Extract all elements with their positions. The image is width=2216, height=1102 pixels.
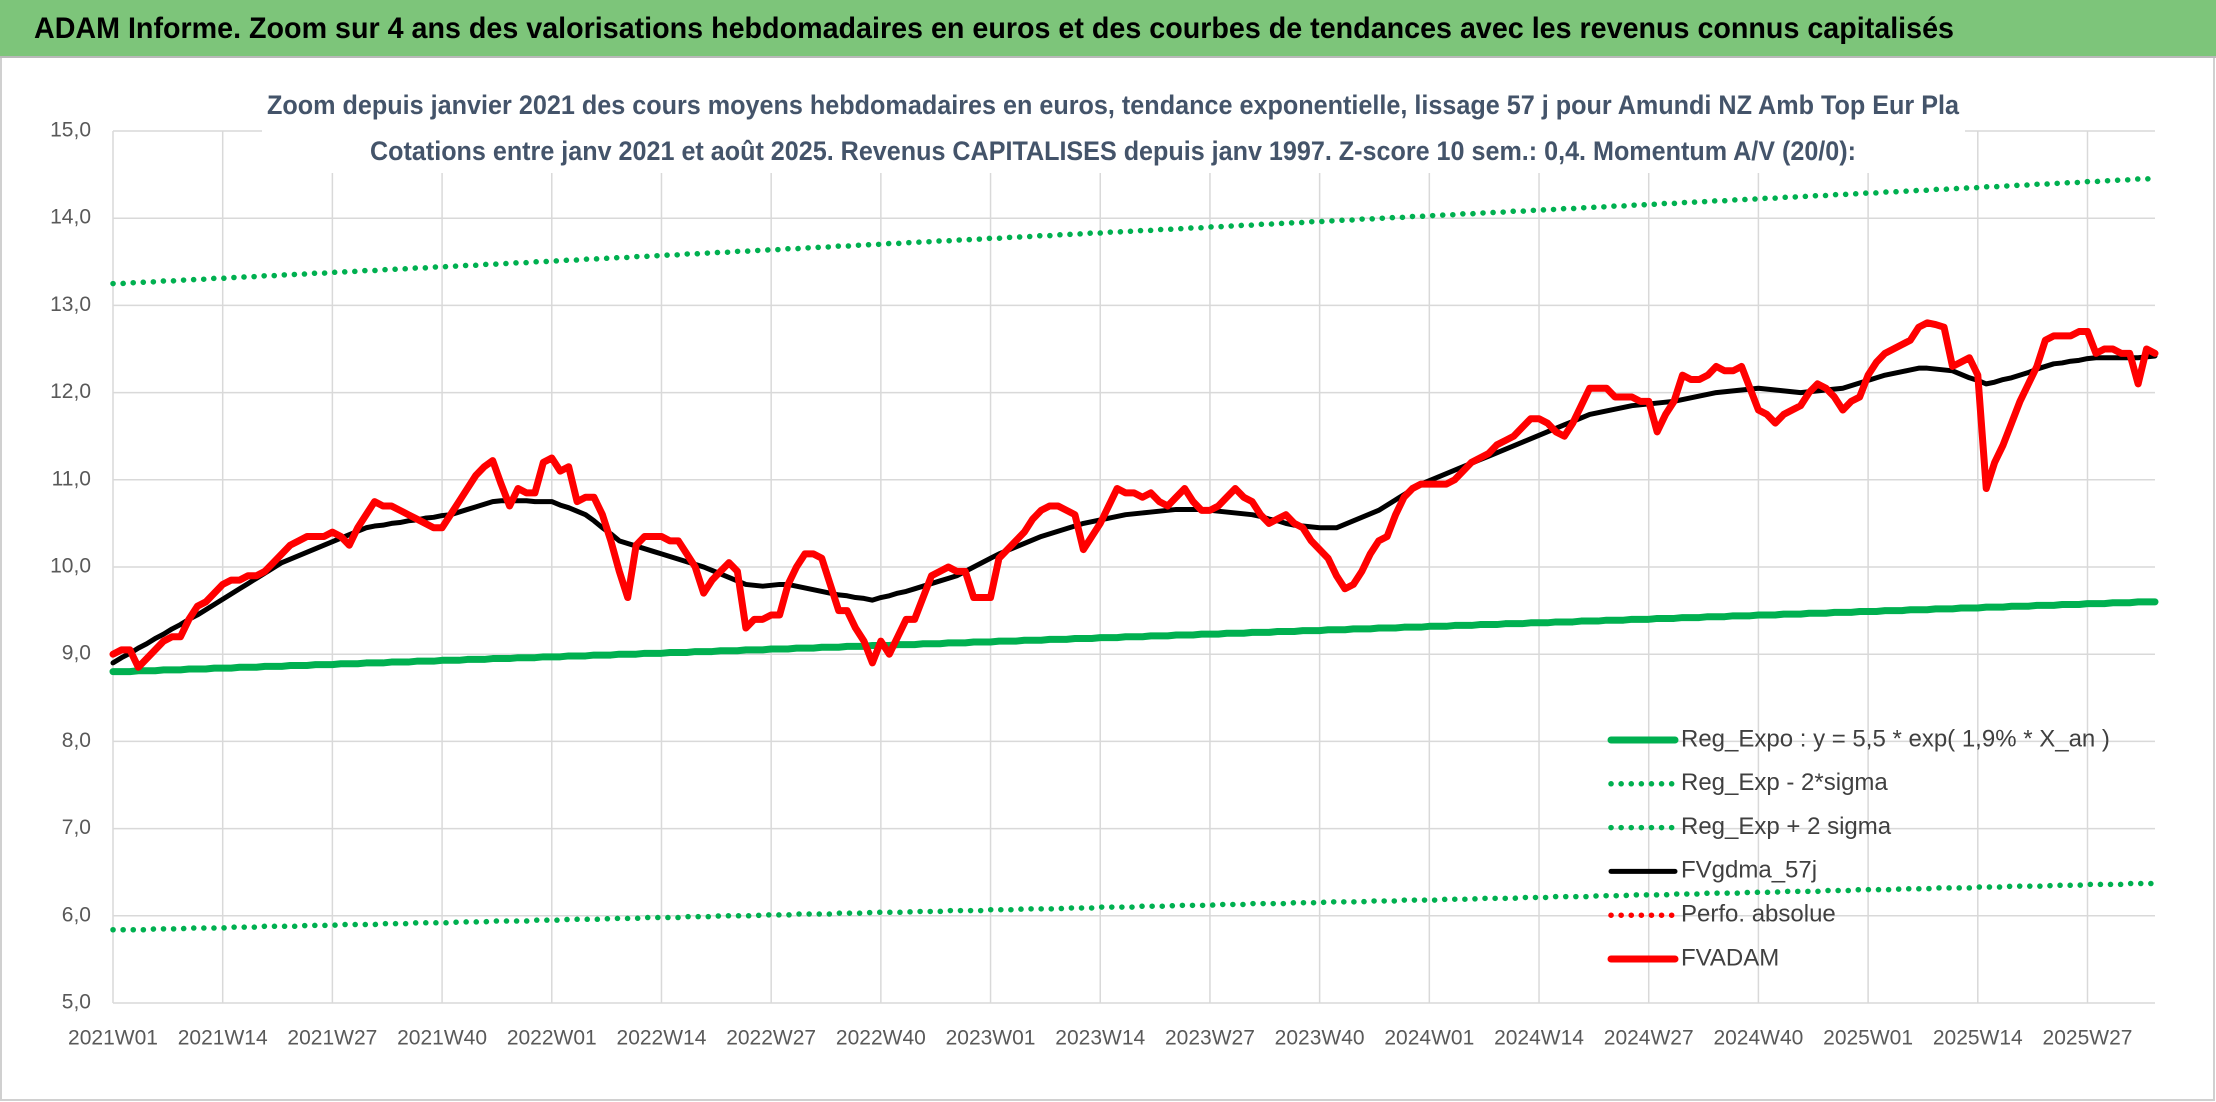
y-tick-label: 14,0: [50, 206, 91, 229]
header-band: [0, 0, 2216, 57]
x-tick-label: 2024W27: [1604, 1027, 1694, 1050]
x-tick-label: 2024W40: [1713, 1027, 1803, 1050]
series-line: [110, 880, 2158, 933]
x-tick-label: 2023W27: [1165, 1027, 1255, 1050]
x-tick-label: 2021W14: [178, 1027, 268, 1050]
x-tick-label: 2023W40: [1275, 1027, 1365, 1050]
y-tick-label: 6,0: [62, 903, 91, 926]
series-line: [109, 598, 2159, 676]
x-tick-label: 2022W14: [617, 1027, 707, 1050]
x-tick-label: 2025W01: [1823, 1027, 1913, 1050]
x-tick-label: 2025W27: [2043, 1027, 2133, 1050]
y-tick-label: 10,0: [50, 555, 91, 578]
legend-label: FVgdma_57j: [1681, 857, 1817, 884]
subtitle: Zoom depuis janvier 2021 des cours moyen…: [267, 90, 1960, 120]
x-tick-label: 2021W27: [287, 1027, 377, 1050]
x-tick-label: 2025W14: [1933, 1027, 2023, 1050]
legend-label: Reg_Exp + 2 sigma: [1681, 813, 1892, 840]
x-tick-label: 2022W40: [836, 1027, 926, 1050]
y-tick-label: 9,0: [62, 642, 91, 665]
legend-label: Perfo. absolue: [1681, 901, 1836, 928]
y-tick-label: 7,0: [62, 816, 91, 839]
x-tick-label: 2022W27: [726, 1027, 816, 1050]
header-title: ADAM Informe. Zoom sur 4 ans des valoris…: [34, 12, 1954, 45]
x-tick-label: 2022W01: [507, 1027, 597, 1050]
y-tick-label: 15,0: [50, 119, 91, 142]
series-line: [109, 319, 2159, 671]
legend-label: Reg_Expo : y = 5,5 * exp( 1,9% * X_an ): [1681, 725, 2110, 752]
legend-label: FVADAM: [1681, 944, 1779, 971]
series-line: [110, 175, 2158, 287]
y-tick-label: 12,0: [50, 380, 91, 403]
legend-label: Reg_Exp - 2*sigma: [1681, 769, 1888, 796]
x-tick-label: 2023W14: [1055, 1027, 1145, 1050]
plot-area: 5,0 6,0 7,0 8,0 9,0 10,0 11,0 12,0 13,0 14,0 15,0 2…: [50, 85, 2159, 1050]
x-tick-label: 2021W01: [68, 1027, 158, 1050]
x-tick-label: 2024W14: [1494, 1027, 1584, 1050]
subtitle: Cotations entre janv 2021 et août 2025. …: [370, 136, 1856, 166]
subtitle-background: [262, 85, 1965, 173]
y-tick-label: 8,0: [62, 729, 91, 752]
y-tick-label: 5,0: [62, 991, 91, 1014]
x-tick-label: 2023W01: [946, 1027, 1036, 1050]
y-tick-label: 11,0: [52, 467, 91, 490]
x-tick-label: 2021W40: [397, 1027, 487, 1050]
y-tick-label: 13,0: [50, 293, 91, 316]
x-tick-label: 2024W01: [1384, 1027, 1474, 1050]
